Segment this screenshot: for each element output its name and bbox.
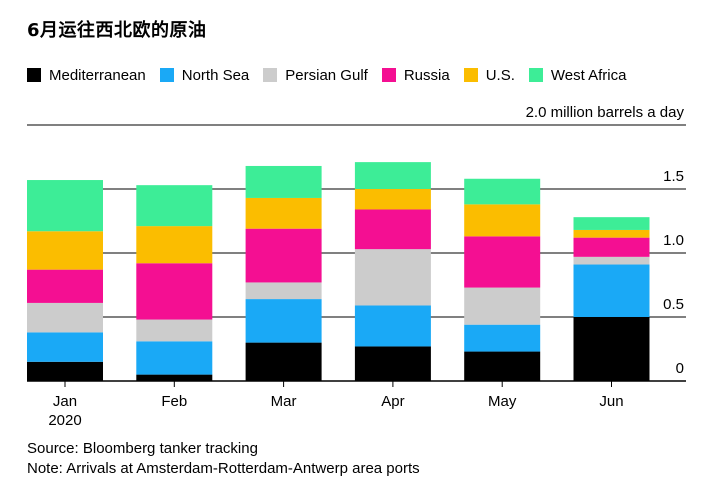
x-tick-label: Jan [53, 393, 77, 410]
bar-may-mediterranean [464, 351, 541, 381]
legend-item-north-sea: North Sea [159, 66, 250, 84]
bar-mar-persian-gulf [245, 282, 322, 300]
legend-swatch-mediterranean [27, 68, 41, 82]
bar-jan-russia [27, 269, 103, 303]
legend-swatch-west-africa [528, 68, 543, 82]
bar-apr-west-africa [354, 162, 431, 189]
legend-item-west-africa: West Africa [528, 66, 627, 84]
legend-label-mediterranean: Mediterranean [49, 66, 146, 84]
x-tick-sublabel: 2020 [48, 412, 81, 429]
bar-mar-u-s [245, 197, 322, 229]
legend-swatch-north-sea [159, 68, 174, 82]
legend-swatch-us [463, 68, 478, 82]
legend-item-us: U.S. [463, 66, 515, 84]
bar-may-north-sea [464, 324, 541, 352]
bar-feb-mediterranean [136, 374, 213, 381]
y-tick-label: 0 [676, 360, 684, 377]
legend-label-persian-gulf: Persian Gulf [285, 66, 368, 84]
legend-item-persian-gulf: Persian Gulf [263, 67, 368, 84]
bar-apr-persian-gulf [354, 249, 431, 306]
bar-mar-mediterranean [245, 342, 322, 381]
legend: Mediterranean North Sea Persian Gulf Rus… [27, 64, 640, 86]
bar-jun-west-africa [573, 217, 650, 230]
y-tick-label: 1.0 [663, 232, 684, 249]
bar-jan-mediterranean [27, 361, 103, 381]
bar-jun-u-s [573, 229, 650, 238]
x-tick-label: Mar [271, 393, 297, 410]
bar-jun-north-sea [573, 264, 650, 317]
bar-jun-russia [573, 237, 650, 257]
legend-swatch-persian-gulf [263, 68, 278, 82]
source-note: Source: Bloomberg tanker tracking [27, 440, 258, 457]
bar-apr-russia [354, 209, 431, 250]
bar-mar-west-africa [245, 165, 322, 198]
bar-feb-west-africa [136, 185, 213, 227]
bar-mar-russia [245, 228, 322, 283]
bar-feb-persian-gulf [136, 319, 213, 342]
x-tick-label: Apr [381, 393, 404, 410]
bar-jun-persian-gulf [573, 256, 650, 265]
x-tick-label: May [488, 393, 517, 410]
footnote: Note: Arrivals at Amsterdam-Rotterdam-An… [27, 460, 420, 477]
legend-item-mediterranean: Mediterranean [27, 67, 146, 84]
bar-mar-north-sea [245, 299, 322, 343]
legend-label-us: U.S. [485, 66, 515, 84]
bar-apr-north-sea [354, 305, 431, 347]
legend-label-north-sea: North Sea [181, 66, 250, 84]
bar-jan-persian-gulf [27, 302, 103, 333]
bar-jan-north-sea [27, 332, 103, 362]
bar-apr-mediterranean [354, 346, 431, 381]
legend-label-west-africa: West Africa [550, 66, 627, 84]
bar-feb-russia [136, 263, 213, 320]
bar-jan-west-africa [27, 180, 103, 232]
legend-swatch-russia [381, 68, 396, 82]
bar-may-u-s [464, 204, 541, 237]
bar-may-west-africa [464, 178, 541, 205]
y-tick-label: 1.5 [663, 168, 684, 185]
bar-feb-u-s [136, 226, 213, 264]
bar-may-persian-gulf [464, 287, 541, 325]
x-tick-label: Jun [599, 393, 623, 410]
legend-label-russia: Russia [403, 66, 450, 84]
bar-apr-u-s [354, 189, 431, 210]
y-tick-label: 2.0 million barrels a day [526, 104, 685, 121]
bar-feb-north-sea [136, 341, 213, 375]
bar-jun-mediterranean [573, 317, 650, 381]
x-tick-label: Feb [161, 393, 187, 410]
bar-may-russia [464, 236, 541, 288]
y-tick-label: 0.5 [663, 296, 684, 313]
legend-item-russia: Russia [381, 66, 450, 84]
chart-title: 6月运往西北欧的原油 [27, 20, 207, 41]
bar-jan-u-s [27, 231, 103, 270]
stacked-bar-chart: 0 0.5 1.0 1.5 2.0 million barrels a day Jan 20… [27, 104, 686, 429]
